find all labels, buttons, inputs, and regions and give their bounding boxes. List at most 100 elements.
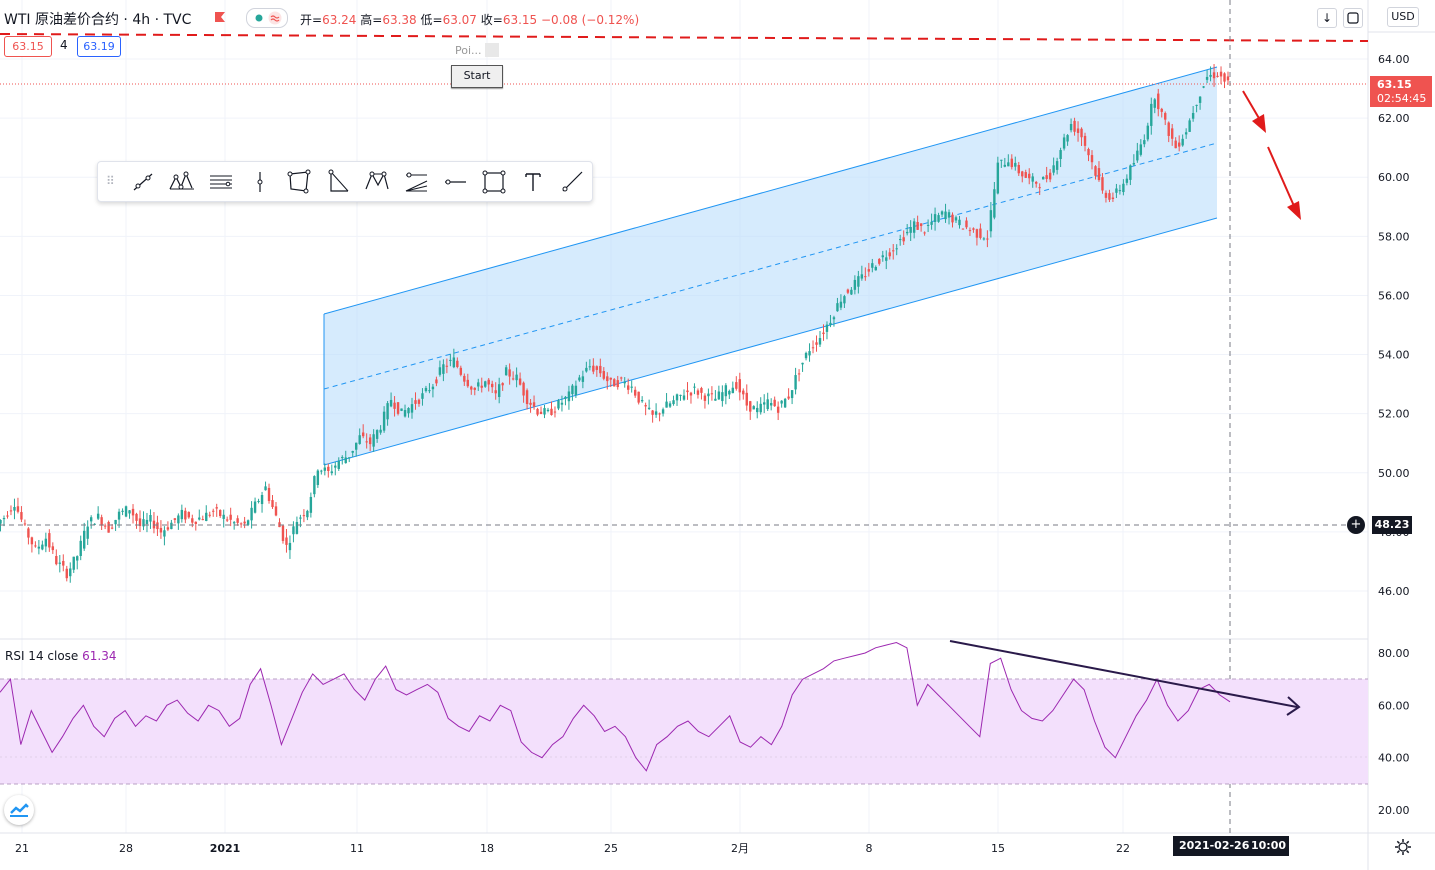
candle-body xyxy=(919,223,923,227)
candle-body xyxy=(173,518,177,520)
candle-body xyxy=(1048,172,1052,180)
candle-body xyxy=(613,379,616,387)
cypher-pattern-icon[interactable] xyxy=(362,167,392,197)
candle-body xyxy=(271,500,274,508)
candle-body xyxy=(348,457,351,459)
candle-body xyxy=(1118,190,1122,192)
price-tick-label: 64.00 xyxy=(1378,53,1410,66)
candle-body xyxy=(1146,125,1149,140)
rectangle-path-icon[interactable] xyxy=(284,167,314,197)
symbol-title[interactable]: WTI 原油差价合约 · 4h · TVC xyxy=(4,12,192,28)
poi-input-text: Poi... xyxy=(455,44,482,57)
refresh-button[interactable] xyxy=(1343,8,1363,28)
candle-body xyxy=(822,332,825,335)
candle-body xyxy=(107,521,110,533)
add-alert-plus-icon[interactable]: + xyxy=(1347,516,1365,534)
grip-icon[interactable]: ⠿ xyxy=(106,174,115,188)
low-value: 63.07 xyxy=(442,13,477,27)
candle-body xyxy=(1007,162,1010,167)
buy-price-button[interactable]: 63.19 xyxy=(77,36,121,57)
candle-body xyxy=(410,404,414,413)
sell-price-button[interactable]: 63.15 xyxy=(4,36,52,57)
candle-body xyxy=(602,371,605,379)
candle-body xyxy=(274,506,278,516)
resistance-dashed-line[interactable] xyxy=(0,33,1369,42)
horizontal-ray-icon[interactable] xyxy=(440,167,470,197)
rsi-divergence-trendline[interactable] xyxy=(949,640,1301,716)
gear-icon[interactable] xyxy=(1394,838,1412,856)
poi-clear-icon[interactable] xyxy=(485,43,499,57)
candle-body xyxy=(1014,162,1017,167)
candle-body xyxy=(302,515,306,517)
candle-body xyxy=(48,533,51,548)
xabcd-pattern-icon[interactable] xyxy=(167,167,197,197)
candle-body xyxy=(166,527,170,530)
text-icon[interactable] xyxy=(518,167,548,197)
down-arrow-annotation-1[interactable] xyxy=(1242,90,1266,133)
price-tick-label: 50.00 xyxy=(1378,467,1410,480)
poi-input[interactable]: Poi... xyxy=(451,42,501,59)
market-open-dot-icon xyxy=(255,14,263,22)
start-button[interactable]: Start xyxy=(451,65,503,88)
currency-button[interactable]: USD xyxy=(1387,7,1419,27)
candle-body xyxy=(790,390,794,399)
candle-body xyxy=(1083,135,1087,146)
crosshair-price-tag: 48.23 xyxy=(1372,516,1412,534)
candle-body xyxy=(198,517,201,520)
candle-body xyxy=(417,399,421,404)
ray-icon[interactable] xyxy=(557,167,587,197)
candle-body xyxy=(1219,71,1223,77)
arrow-down-icon: ↓ xyxy=(1321,11,1333,25)
candle-body xyxy=(1167,122,1170,136)
flag-icon[interactable] xyxy=(214,11,226,23)
candle-body xyxy=(982,238,986,240)
candle-body xyxy=(794,375,797,390)
candle-body xyxy=(902,237,905,242)
candle-body xyxy=(93,523,96,525)
fib-fan-icon[interactable] xyxy=(401,167,431,197)
candle-body xyxy=(494,390,497,394)
rsi-legend[interactable]: RSI 14 close 61.34 xyxy=(5,649,117,663)
down-arrow-annotation-2[interactable] xyxy=(1267,146,1301,220)
horizontal-lines-icon[interactable] xyxy=(206,167,236,197)
candle-body xyxy=(1090,155,1094,163)
channel-upper-line[interactable] xyxy=(323,66,1218,315)
candle-body xyxy=(389,399,393,407)
price-tick-label: 60.00 xyxy=(1378,171,1410,184)
close-value: 63.15 xyxy=(502,13,538,27)
candle-body xyxy=(996,162,1000,194)
candle-body xyxy=(787,396,790,399)
angle-icon[interactable] xyxy=(323,167,353,197)
candle-body xyxy=(44,538,48,547)
candle-body xyxy=(1177,142,1181,147)
vertical-line-icon[interactable] xyxy=(245,167,275,197)
candle-body xyxy=(424,387,428,392)
tradingview-logo[interactable] xyxy=(4,795,34,825)
time-axis-ticks: 21 28 2021 11 18 25 2月 8 15 22 xyxy=(15,842,1130,855)
symbol-name[interactable]: WTI 原油差价合约 xyxy=(4,12,119,28)
channel-lower-line[interactable] xyxy=(323,217,1218,466)
candle-body xyxy=(55,556,58,565)
rectangle-icon[interactable] xyxy=(479,167,509,197)
candle-body xyxy=(1184,132,1188,135)
price-tick-label: 62.00 xyxy=(1378,112,1410,125)
candle-body xyxy=(253,501,257,513)
trend-line-icon[interactable] xyxy=(128,167,158,197)
candle-body xyxy=(285,537,288,545)
candle-body xyxy=(316,470,320,485)
candle-body xyxy=(550,408,553,416)
download-button[interactable]: ↓ xyxy=(1317,8,1337,28)
market-status-pill[interactable] xyxy=(246,8,288,28)
candle-body xyxy=(1017,164,1020,174)
channel-mid-line[interactable] xyxy=(323,142,1218,390)
price-tick-label: 54.00 xyxy=(1378,349,1410,362)
candle-body xyxy=(435,379,438,384)
delayed-data-icon xyxy=(268,11,282,25)
time-tick-label: 2021 xyxy=(210,842,241,855)
candle-body xyxy=(232,522,236,524)
candle-body xyxy=(20,512,23,520)
candle-body xyxy=(815,342,818,345)
interval-label[interactable]: 4h xyxy=(132,12,151,28)
candle-body xyxy=(1115,188,1118,193)
